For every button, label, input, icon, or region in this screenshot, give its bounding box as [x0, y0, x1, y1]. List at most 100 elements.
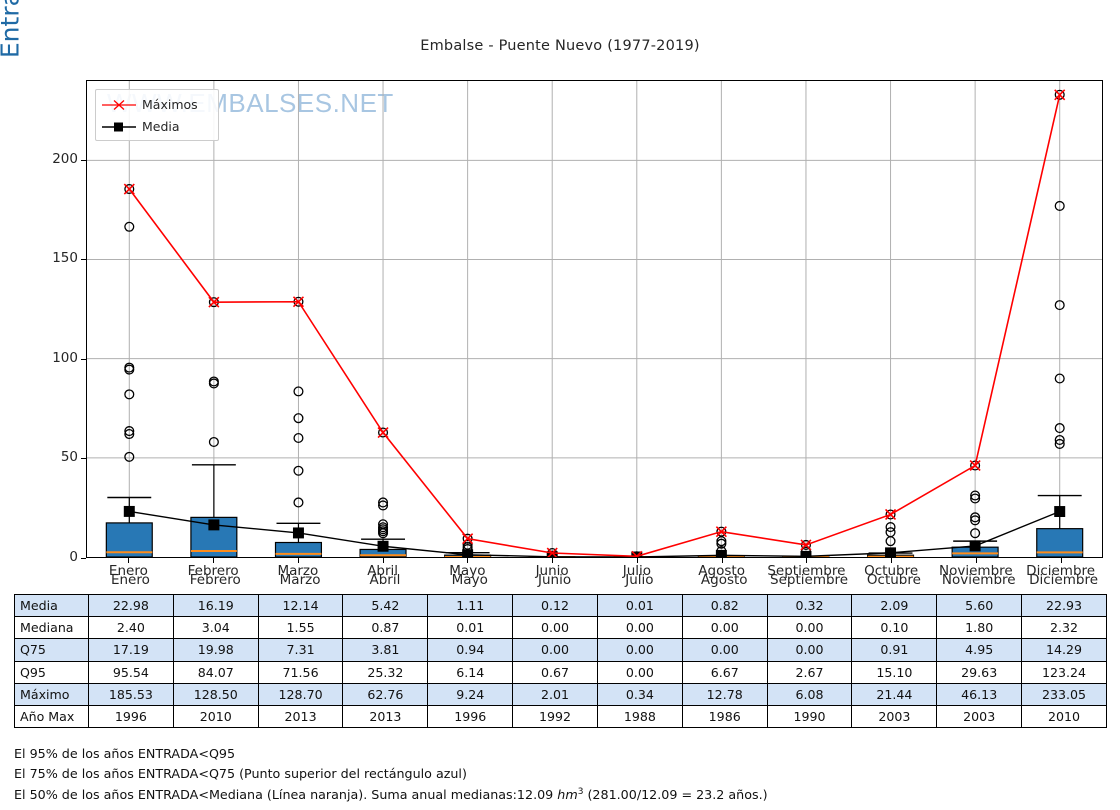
table-cell: 128.70: [257, 682, 344, 706]
footnotes: El 95% de los años ENTRADA<Q95 El 75% de…: [14, 744, 768, 805]
table-cell: 29.63: [936, 660, 1023, 684]
x-tick-mark: [552, 558, 554, 563]
table-column-header: Abril: [369, 572, 401, 588]
y-tick-label: 0: [69, 549, 78, 565]
table-column-header: Diciembre: [1029, 572, 1099, 588]
table-row: Q75 17.19 19.98 7.31 3.81 0.94 0.00 0.00 0.00 0.0…: [14, 638, 1107, 662]
table-cell: 1.11: [427, 593, 514, 618]
table-cell: 2013: [257, 704, 344, 729]
table-cell: 1.55: [257, 616, 344, 640]
x-tick-mark: [467, 558, 469, 563]
y-tick-mark: [81, 159, 86, 161]
x-tick-mark: [806, 558, 808, 563]
y-axis-label: Entrada de agua mensual (hm3): [0, 0, 24, 88]
table-cell: 22.98: [88, 593, 174, 618]
legend-label-media: Media: [142, 118, 180, 134]
x-tick-mark: [636, 558, 638, 563]
table-cell: 1988: [596, 704, 683, 729]
legend-marker-square-icon: [102, 120, 136, 134]
table-cell: 185.53: [88, 682, 174, 706]
x-tick-label: Noviembre: [939, 563, 1013, 579]
table-cell: 15.10: [851, 660, 938, 684]
table-column-header: Agosto: [700, 572, 748, 588]
table-cell: 0.00: [766, 616, 853, 640]
y-tick-label: 150: [52, 250, 78, 267]
footnote-unit-exponent: 3: [577, 787, 584, 797]
table-row: Q95 95.54 84.07 71.56 25.32 6.14 0.67 0.00 6.67 2…: [14, 660, 1107, 684]
table-cell: 2.40: [88, 616, 174, 640]
table-cell: 0.32: [766, 593, 853, 618]
table-cell: 6.67: [681, 660, 768, 684]
table-cell: 5.60: [936, 593, 1023, 618]
table-cell: 0.94: [427, 638, 514, 662]
y-tick-mark: [81, 458, 86, 460]
table-cell: 0.00: [512, 638, 598, 662]
x-tick-mark: [975, 558, 977, 563]
x-tick-mark: [891, 558, 893, 563]
table-row: Máximo 185.53 128.50 128.70 62.76 9.24 2.01 0.3…: [14, 682, 1107, 706]
table-cell: 0.01: [427, 616, 514, 640]
table-cell: 1990: [766, 704, 853, 729]
table-cell: 9.24: [427, 682, 514, 706]
table-cell: 2013: [342, 704, 429, 729]
table-cell: 1986: [681, 704, 768, 729]
table-cell: 84.07: [172, 660, 259, 684]
chart-data-layer: [105, 89, 1084, 557]
x-tick-label: Septiembre: [767, 563, 846, 579]
footnote-mediana-a: El 50% de los años ENTRADA<Mediana (Líne…: [14, 787, 558, 803]
table-cell: 62.76: [342, 682, 429, 706]
table-cell: 0.87: [342, 616, 429, 640]
table-cell: 2.67: [766, 660, 853, 684]
legend-marker-x-icon: [102, 98, 136, 112]
table-row: Mediana 2.40 3.04 1.55 0.87 0.01 0.00 0.00 0.00 0…: [14, 616, 1107, 640]
x-tick-label: Abril: [367, 563, 399, 579]
x-tick-mark: [128, 558, 130, 563]
table-cell: 0.01: [596, 593, 683, 618]
y-tick-label: 50: [60, 449, 78, 466]
table-column-header: Octubre: [866, 572, 921, 588]
table-column-header: Julio: [625, 572, 654, 588]
table-cell: 2.32: [1021, 616, 1107, 640]
table-cell: 46.13: [936, 682, 1023, 706]
chart-plot-area: WWW.EMBALSES.NET Máximos Media: [86, 80, 1103, 558]
table-column-header: Febrero: [189, 572, 241, 588]
x-tick-label: Junio: [535, 563, 569, 579]
table-cell: 0.00: [596, 638, 683, 662]
table-cell: 6.14: [427, 660, 514, 684]
x-tick-label: Mayo: [449, 563, 486, 579]
table-cell: 0.82: [681, 593, 768, 618]
table-cell: 21.44: [851, 682, 938, 706]
table-cell: 5.42: [342, 593, 429, 618]
x-tick-mark: [382, 558, 384, 563]
table-cell: 6.08: [766, 682, 853, 706]
table-cell: 0.00: [681, 638, 768, 662]
legend-item-media: Media: [102, 116, 212, 138]
table-cell: 0.34: [596, 682, 683, 706]
table-cell: 7.31: [257, 638, 344, 662]
table-cell: 22.93: [1021, 593, 1107, 618]
table-cell: 1996: [427, 704, 514, 729]
legend-label-maximos: Máximos: [142, 96, 198, 112]
y-tick-mark: [81, 558, 86, 559]
table-cell: 95.54: [88, 660, 174, 684]
table-row-header: Q75: [14, 638, 89, 662]
y-tick-label: 200: [52, 150, 78, 167]
x-tick-label: Diciembre: [1026, 563, 1096, 579]
table-cell: 128.50: [172, 682, 259, 706]
table-row-header: Máximo: [14, 682, 89, 706]
footnote-mediana: El 50% de los años ENTRADA<Mediana (Líne…: [14, 783, 768, 805]
table-row-header: Año Max: [14, 704, 89, 729]
x-tick-label: Octubre: [864, 563, 919, 579]
table-cell: 0.00: [681, 616, 768, 640]
table-cell: 0.00: [596, 616, 683, 640]
y-axis-label-text: Entrada de agua mensual (: [0, 0, 24, 58]
table-cell: 2010: [172, 704, 259, 729]
x-tick-label: Agosto: [698, 563, 745, 579]
footnote-mediana-b: (281.00/12.09 = 23.2 años.): [583, 787, 768, 803]
table-row-header: Q95: [14, 660, 89, 684]
grid-lines: [87, 81, 1102, 557]
table-cell: 2.01: [512, 682, 598, 706]
table-cell: 1.80: [936, 616, 1023, 640]
table-cell: 2003: [936, 704, 1023, 729]
footnote-q75: El 75% de los años ENTRADA<Q75 (Punto su…: [14, 765, 467, 781]
